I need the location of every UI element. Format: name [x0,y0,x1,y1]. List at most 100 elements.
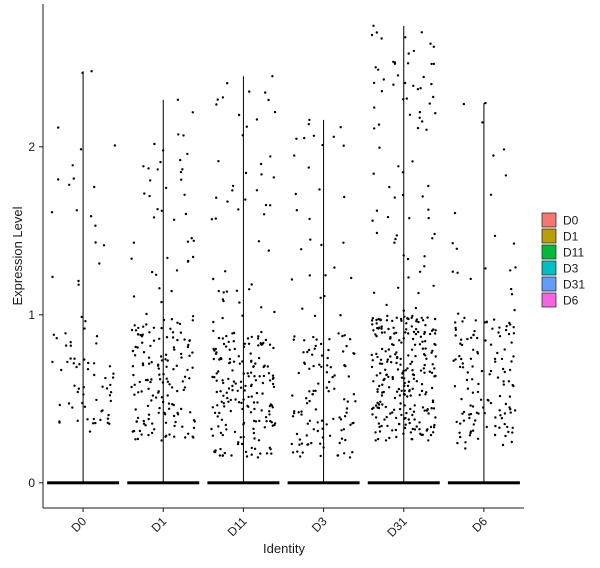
data-point [256,456,260,459]
data-point [425,357,428,360]
data-point [472,333,475,336]
data-point [246,372,249,375]
data-point [173,435,176,438]
data-point [408,113,412,117]
data-point [238,301,241,304]
data-point [250,383,253,386]
data-point [418,270,422,273]
data-point [58,403,61,407]
data-point [406,367,409,370]
data-point [172,414,176,418]
data-point [173,424,176,428]
data-point [183,193,186,196]
data-point [471,378,474,381]
data-point [315,338,318,341]
data-point [400,376,404,379]
data-point [458,365,462,369]
data-point [498,335,502,338]
data-point [425,391,428,394]
data-point [324,274,327,277]
data-point [404,423,407,426]
data-point [81,71,84,75]
data-point [419,335,423,338]
data-point [104,376,107,380]
data-point [265,452,269,455]
data-point [298,438,302,441]
data-point [153,428,156,431]
x-tick-label: D6 [469,514,490,535]
data-point [406,395,409,398]
legend-label: D11 [563,246,584,260]
data-point [399,402,402,405]
data-point [474,419,477,422]
data-point [269,448,272,451]
data-point [380,347,384,351]
data-point [164,186,168,190]
data-point [432,284,435,287]
data-point [400,389,403,392]
data-point [159,355,163,358]
data-point [385,373,388,376]
legend-swatch [541,276,557,292]
data-point [93,373,96,377]
data-point [432,407,436,410]
data-point [326,364,329,367]
data-point [430,351,433,354]
data-point [78,363,81,366]
data-point [303,136,306,140]
data-point [406,257,410,261]
data-point [351,451,354,454]
data-point [325,371,329,374]
data-point [374,431,377,434]
data-point [346,400,349,403]
data-point [307,348,311,352]
data-point [112,372,115,375]
data-point [500,417,504,420]
data-point [398,407,402,411]
data-point [505,325,508,328]
data-point [387,348,390,351]
data-point [402,98,405,101]
data-point [231,384,234,388]
data-point [173,348,176,351]
data-point [389,412,392,415]
data-point [257,335,260,338]
data-point [379,400,382,403]
data-point [210,218,214,221]
data-point [166,380,170,383]
data-point [176,321,179,324]
data-point [402,432,405,435]
data-point [247,342,251,345]
data-point [462,410,466,414]
data-point [229,398,232,402]
data-point [498,409,501,412]
data-point [257,240,261,243]
data-point [323,294,326,298]
data-point [511,426,514,429]
data-point [263,426,266,429]
group-d6 [447,101,520,485]
data-point [416,126,420,130]
data-point [72,177,76,180]
data-point [395,435,398,439]
data-point [494,424,497,428]
data-point [262,213,266,216]
data-point [226,82,229,85]
data-point [501,367,505,371]
data-point [385,319,389,322]
data-point [261,392,264,395]
data-point [252,431,256,435]
data-point [459,435,462,439]
data-point [342,428,346,431]
data-point [375,374,378,377]
data-point [242,398,245,401]
data-point [254,362,257,365]
data-point [400,341,403,344]
data-point [150,399,153,402]
data-point [291,415,295,418]
data-point [269,420,272,423]
data-point [416,88,420,91]
data-point [420,383,424,386]
data-point [217,289,220,293]
data-point [453,385,457,388]
